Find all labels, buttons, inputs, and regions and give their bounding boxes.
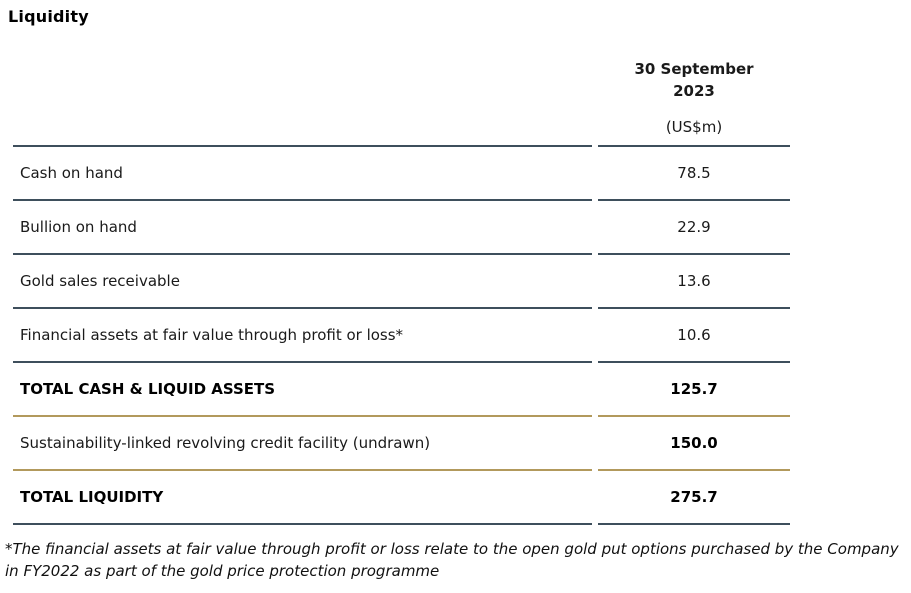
header-label-cell — [13, 55, 592, 147]
row-cell-value: 13.6 — [598, 255, 790, 309]
row-value: 125.7 — [670, 380, 718, 398]
table-row: TOTAL CASH & LIQUID ASSETS 125.7 — [13, 363, 790, 417]
table-rows: Cash on hand 78.5 Bullion on hand 22.9 G… — [13, 147, 790, 525]
row-value: 22.9 — [677, 218, 711, 236]
row-cell-label: TOTAL CASH & LIQUID ASSETS — [13, 363, 592, 417]
row-cell-label: Sustainability-linked revolving credit f… — [13, 417, 592, 471]
page-title: Liquidity — [8, 7, 89, 26]
row-label: TOTAL CASH & LIQUID ASSETS — [20, 380, 276, 398]
row-cell-value: 275.7 — [598, 471, 790, 525]
footnote: *The financial assets at fair value thro… — [5, 540, 899, 580]
row-label: Gold sales receivable — [20, 272, 180, 290]
row-cell-label: Financial assets at fair value through p… — [13, 309, 592, 363]
table-header-row: 30 September 2023 (US$m) — [13, 55, 790, 147]
table-row: Sustainability-linked revolving credit f… — [13, 417, 790, 471]
row-cell-value: 78.5 — [598, 147, 790, 201]
row-label: Financial assets at fair value through p… — [20, 326, 404, 344]
row-cell-label: Gold sales receivable — [13, 255, 592, 309]
row-value: 78.5 — [677, 164, 711, 182]
row-label: Bullion on hand — [20, 218, 137, 236]
table-row: Cash on hand 78.5 — [13, 147, 790, 201]
row-cell-value: 150.0 — [598, 417, 790, 471]
header-value-cell: 30 September 2023 (US$m) — [598, 55, 790, 147]
row-cell-label: TOTAL LIQUIDITY — [13, 471, 592, 525]
column-header-unit: (US$m) — [665, 118, 723, 136]
row-cell-value: 22.9 — [598, 201, 790, 255]
table-row: TOTAL LIQUIDITY 275.7 — [13, 471, 790, 525]
row-value: 13.6 — [677, 272, 711, 290]
row-value: 10.6 — [677, 326, 711, 344]
table-row: Gold sales receivable 13.6 — [13, 255, 790, 309]
row-cell-value: 10.6 — [598, 309, 790, 363]
row-cell-value: 125.7 — [598, 363, 790, 417]
row-label: TOTAL LIQUIDITY — [20, 488, 164, 506]
row-cell-label: Cash on hand — [13, 147, 592, 201]
row-cell-label: Bullion on hand — [13, 201, 592, 255]
liquidity-table: 30 September 2023 (US$m) Cash on hand 78… — [13, 55, 790, 525]
row-label: Cash on hand — [20, 164, 123, 182]
column-header-date-line1: 30 September — [634, 60, 754, 78]
row-value: 275.7 — [670, 488, 718, 506]
row-label: Sustainability-linked revolving credit f… — [20, 434, 431, 452]
table-row: Bullion on hand 22.9 — [13, 201, 790, 255]
column-header-date-line2: 2023 — [673, 82, 715, 100]
table-row: Financial assets at fair value through p… — [13, 309, 790, 363]
row-value: 150.0 — [670, 434, 718, 452]
